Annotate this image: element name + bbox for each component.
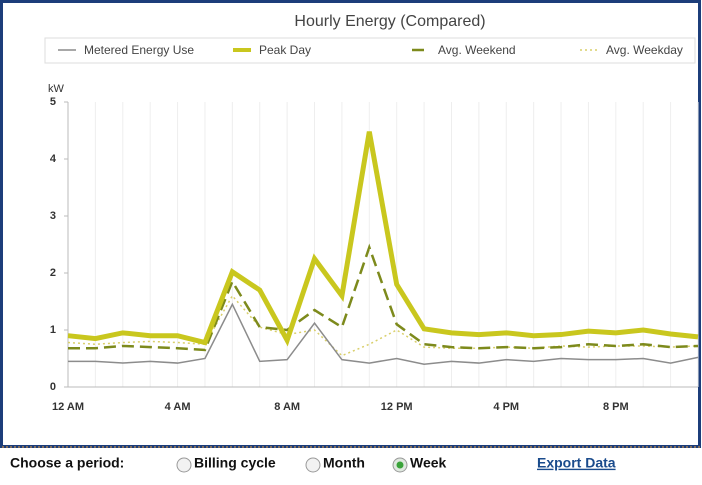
y-tick-label: 1	[50, 324, 56, 336]
y-tick-label: 0	[50, 381, 56, 393]
series-line	[68, 302, 699, 365]
radio-label[interactable]: Month	[323, 455, 365, 471]
export-link[interactable]: Export Data	[537, 455, 616, 471]
x-tick-label: 4 AM	[165, 401, 191, 413]
y-tick-label: 5	[50, 96, 56, 108]
series-line	[67, 131, 699, 347]
radio-label[interactable]: Week	[410, 455, 447, 471]
legend-label: Peak Day	[259, 43, 311, 57]
radio-dot	[396, 461, 404, 469]
x-tick-label: 12 PM	[381, 401, 413, 413]
legend-label: Avg. Weekday	[606, 43, 683, 57]
legend-label: Metered Energy Use	[84, 43, 194, 57]
chart-title: Hourly Energy (Compared)	[294, 13, 485, 30]
radio-label[interactable]: Billing cycle	[194, 455, 276, 471]
radio[interactable]	[305, 457, 321, 473]
y-tick-label: 2	[50, 267, 56, 279]
x-tick-label: 4 PM	[493, 401, 519, 413]
x-tick-label: 8 AM	[274, 401, 300, 413]
series-line	[68, 243, 699, 352]
y-axis-label: kW	[48, 83, 65, 95]
x-tick-label: 8 PM	[603, 401, 629, 413]
legend-label: Avg. Weekend	[438, 43, 516, 57]
y-tick-label: 4	[50, 153, 57, 165]
radio[interactable]	[176, 457, 192, 473]
y-tick-label: 3	[50, 210, 56, 222]
period-label: Choose a period:	[10, 455, 124, 471]
series-line	[67, 294, 699, 357]
x-tick-label: 12 AM	[52, 401, 84, 413]
frame	[0, 0, 701, 448]
